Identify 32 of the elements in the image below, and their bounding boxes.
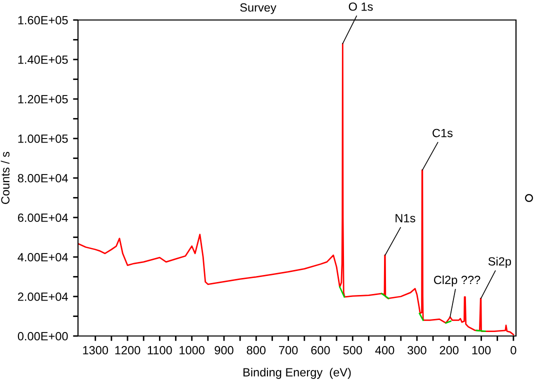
- chart-title: Survey: [240, 3, 276, 14]
- y-tick-label: 6.00E+04: [18, 214, 68, 222]
- x-tick-label: 500: [343, 346, 362, 354]
- x-tick-label: 0: [510, 346, 516, 354]
- y-tick-label: 8.00E+04: [18, 174, 68, 182]
- y-tick-label: 1.40E+05: [18, 56, 68, 64]
- x-tick-label: 400: [375, 346, 394, 354]
- x-tick-label: 800: [246, 346, 266, 354]
- x-tick-label: 700: [279, 346, 298, 354]
- y-tick-label: 0.00E+00: [18, 332, 68, 340]
- line-series: [78, 43, 514, 336]
- y-tick-label: 4.00E+04: [18, 253, 68, 262]
- y-tick-label: 1.00E+05: [18, 134, 68, 143]
- x-axis-title: Binding Energy (eV): [244, 368, 351, 379]
- x-tick-label: 1300: [83, 346, 108, 354]
- x-tick-label: 1100: [148, 346, 172, 354]
- annotation: C1s: [432, 128, 453, 138]
- annotation: Cl2p ???: [434, 275, 480, 286]
- annotation: O 1s: [348, 2, 373, 11]
- y-tick-label: 1.60E+05: [18, 16, 68, 24]
- x-tick-label: 1000: [180, 346, 205, 354]
- x-tick-label: 900: [214, 346, 234, 354]
- x-tick-label: 600: [311, 346, 330, 354]
- x-tick-label: 300: [408, 346, 426, 354]
- annotation: Si2p: [488, 256, 512, 268]
- x-tick-label: 1200: [115, 346, 140, 354]
- y-tick-label: 2.00E+04: [18, 292, 68, 301]
- x-tick-label: 200: [440, 346, 458, 354]
- y-tick-label: 1.20E+05: [18, 95, 68, 104]
- x-tick-label: 100: [472, 346, 491, 354]
- annotation: N1s: [396, 214, 416, 222]
- y-axis-title: Counts / s: [0, 152, 10, 204]
